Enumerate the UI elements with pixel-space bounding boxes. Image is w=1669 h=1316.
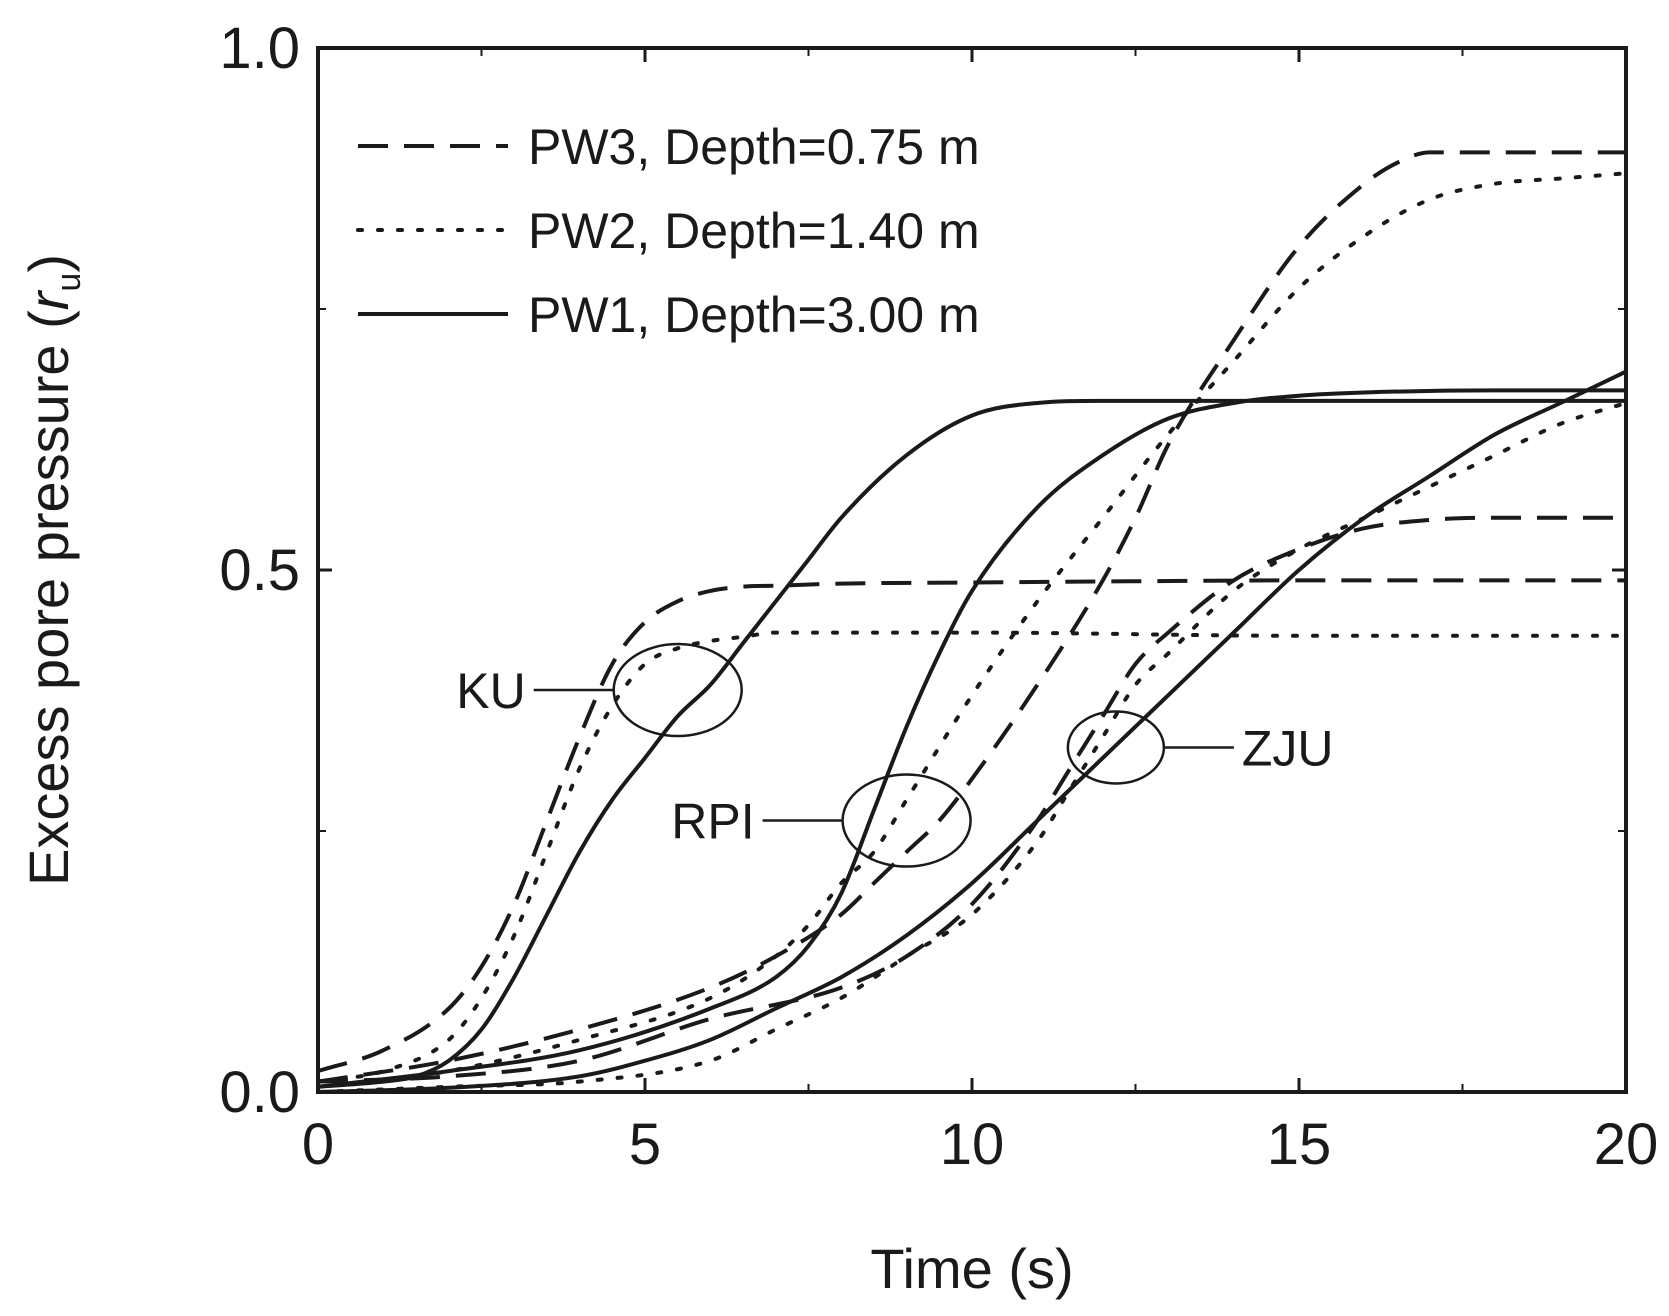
- annotation-label-ku: KU: [456, 663, 525, 719]
- legend-label: PW1, Depth=3.00 m: [528, 287, 980, 343]
- series-line-ku-dashed: [317, 578, 1626, 1074]
- series-line-zju-solid: [317, 369, 1627, 1094]
- y-tick-label: 0.5: [219, 538, 300, 603]
- series-line-ku-dotted: [316, 630, 1628, 1084]
- y-tick-label: 1.0: [219, 16, 300, 81]
- x-tick-label: 20: [1594, 1112, 1659, 1177]
- series-line-zju-dashed: [317, 515, 1626, 1084]
- y-axis-title-end: ): [17, 254, 80, 273]
- y-axis-title: Excess pore pressure (ru): [17, 254, 88, 886]
- y-axis-title-symbol: r: [17, 289, 80, 310]
- series-group: [316, 150, 1628, 1094]
- legend-label: PW3, Depth=0.75 m: [528, 119, 980, 175]
- x-tick-label: 0: [302, 1112, 334, 1177]
- annotation-label-zju: ZJU: [1242, 720, 1334, 776]
- y-tick-label: 0.0: [219, 1060, 300, 1125]
- series-line-rpi-solid: [317, 388, 1626, 1089]
- x-axis-title: Time (s): [870, 1237, 1073, 1300]
- legend: PW3, Depth=0.75 m PW2, Depth=1.40 m PW1, D…: [356, 119, 980, 343]
- y-axis-title-subscript: u: [50, 273, 88, 292]
- y-axis-title-main: Excess pore pressure (: [17, 310, 80, 886]
- series-line-ku-solid: [317, 398, 1626, 1089]
- legend-label: PW2, Depth=1.40 m: [528, 203, 980, 259]
- x-tick-label: 5: [629, 1112, 661, 1177]
- series-line-rpi-dotted: [316, 171, 1628, 1089]
- series-line-zju-dotted: [316, 401, 1628, 1094]
- x-tick-label: 15: [1267, 1112, 1332, 1177]
- annotation-group: KU RPI ZJU: [456, 642, 1334, 868]
- annotation-label-rpi: RPI: [671, 794, 754, 850]
- x-tick-label: 10: [940, 1112, 1005, 1177]
- tick-group: 0 5 10 15 20 0.0 0.5 1.0: [219, 16, 1658, 1177]
